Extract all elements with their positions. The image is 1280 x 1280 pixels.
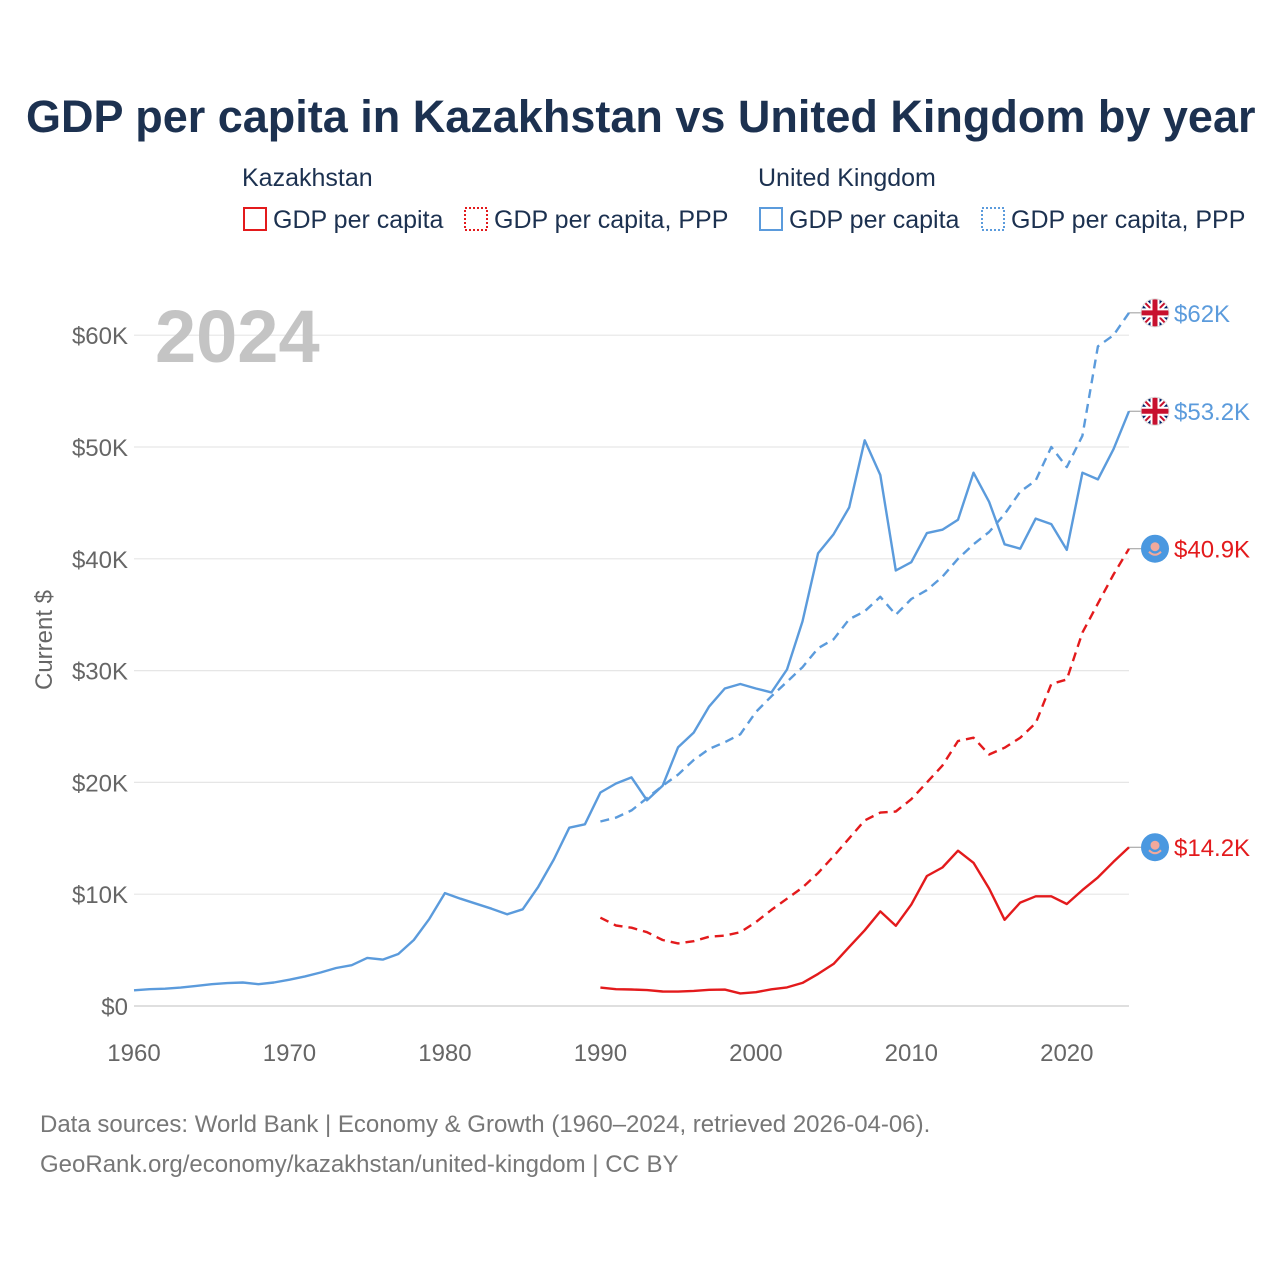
series-line-kazakhstan-gdp-per-capita [600,846,1130,995]
y-tick-label: $0 [101,994,128,1021]
x-tick-label: 2000 [729,1040,782,1067]
endpoint-value-label: $53.2K [1174,399,1250,426]
endpoint-value-label: $62K [1174,301,1230,328]
x-tick-label: 1980 [418,1040,471,1067]
y-tick-label: $30K [72,659,128,686]
x-tick-label: 1960 [107,1040,160,1067]
x-tick-label: 1970 [263,1040,316,1067]
y-tick-label: $60K [72,323,128,350]
y-tick-label: $10K [72,882,128,909]
x-tick-label: 2020 [1040,1040,1093,1067]
legend-group-united-kingdom: United Kingdom [758,164,936,192]
kz-flag-icon [1141,833,1169,862]
legend: Kazakhstan GDP per capita GDP per capita… [242,164,1245,234]
series-line-united-kingdom-gdp-per-capita [133,410,1131,992]
legend-label-uk-ppp: GDP per capita, PPP [1011,206,1245,234]
series-line-kazakhstan-gdp-per-capita-ppp [599,548,1131,945]
legend-swatch-kz-gdp [243,207,267,231]
legend-swatch-uk-gdp [759,207,783,231]
legend-swatch-uk-ppp [981,207,1005,231]
endpoint-value-label: $40.9K [1174,537,1250,564]
legend-label-kz-gdp: GDP per capita [273,206,444,234]
x-axis-ticks: 1960 1970 1980 1990 2000 2010 2020 [107,1040,1093,1067]
legend-label-kz-ppp: GDP per capita, PPP [494,206,728,234]
year-watermark: 2024 [155,295,320,378]
endpoint-value-label: $14.2K [1174,835,1250,862]
kz-flag-icon [1141,534,1169,563]
x-tick-label: 2010 [885,1040,938,1067]
footer-source: Data sources: World Bank | Economy & Gro… [40,1111,930,1138]
footer-url: GeoRank.org/economy/kazakhstan/united-ki… [40,1151,679,1178]
legend-swatch-kz-ppp [464,207,488,231]
chart-title: GDP per capita in Kazakhstan vs United K… [26,91,1256,142]
gridlines [134,334,1129,1007]
series-line-united-kingdom-gdp-per-capita-ppp [600,312,1130,823]
legend-label-uk-gdp: GDP per capita [789,206,960,234]
series-layer [133,312,1131,995]
y-axis-ticks: $0 $10K $20K $30K $40K $50K $60K [72,323,128,1021]
y-axis-label: Current $ [31,590,58,690]
y-tick-label: $40K [72,547,128,574]
legend-group-kazakhstan: Kazakhstan [242,164,373,192]
y-tick-label: $50K [72,435,128,462]
y-tick-label: $20K [72,770,128,797]
x-tick-label: 1990 [574,1040,627,1067]
